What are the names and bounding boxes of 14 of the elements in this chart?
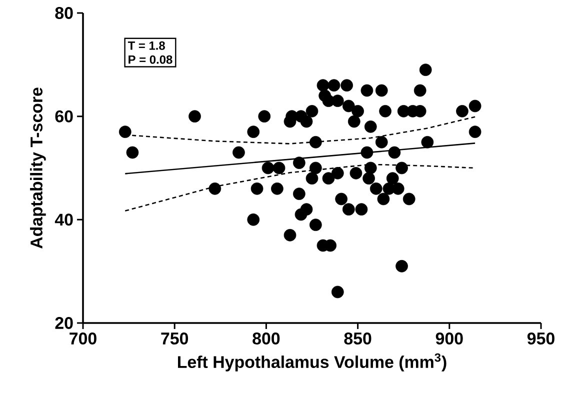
y-tick-label: 80 [55, 7, 73, 19]
x-tick-label: 950 [527, 332, 554, 344]
x-axis-title: Left Hypothalamus Volume (mm$^{3}$) [178, 353, 446, 372]
x-tick-label: 900 [436, 332, 463, 344]
annotation: P = 0.08 [128, 55, 172, 64]
x-tick-label: 700 [70, 332, 96, 344]
y-tick-label: 40 [54, 214, 73, 226]
y-axis-title: Adaptability T-score [30, 88, 46, 249]
y-tick-label: 20 [55, 317, 73, 329]
y-tick-label: 60 [55, 110, 73, 122]
x-tick-label: 750 [161, 332, 188, 344]
x-tick-label: 850 [344, 332, 372, 344]
annotation: T = 1.8 [128, 41, 165, 50]
x-tick-label: 800 [252, 332, 280, 344]
